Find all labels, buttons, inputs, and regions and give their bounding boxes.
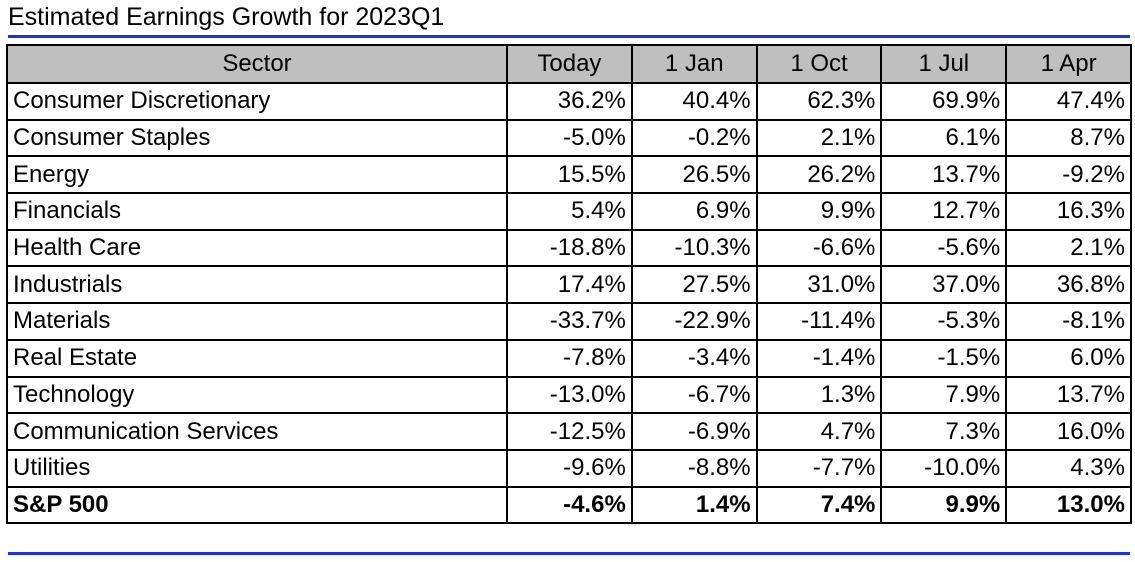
value-cell: -7.8% xyxy=(506,338,633,378)
table-row: Energy 15.5% 26.5% 26.2% 13.7% -9.2% xyxy=(6,155,1132,195)
table-row: Financials 5.4% 6.9% 9.9% 12.7% 16.3% xyxy=(6,192,1132,231)
value-cell: -9.2% xyxy=(1005,155,1132,195)
sector-cell: Financials xyxy=(6,192,508,231)
value-cell: -11.4% xyxy=(755,302,883,341)
earnings-growth-table: Sector Today 1 Jan 1 Oct 1 Jul 1 Apr Con… xyxy=(6,44,1132,525)
value-cell: 2.1% xyxy=(755,118,883,158)
header-1-apr: 1 Apr xyxy=(1005,44,1132,84)
sector-cell: Health Care xyxy=(6,228,508,268)
header-row: Sector Today 1 Jan 1 Oct 1 Jul 1 Apr xyxy=(6,44,1132,84)
header-today: Today xyxy=(506,44,633,84)
value-cell: 4.7% xyxy=(755,412,883,451)
value-cell: 8.7% xyxy=(1005,118,1132,158)
value-cell: 5.4% xyxy=(506,192,633,231)
value-cell: 7.4% xyxy=(755,485,883,525)
value-cell: 13.7% xyxy=(880,155,1008,195)
value-cell: 17.4% xyxy=(506,265,633,305)
value-cell: 16.3% xyxy=(1005,192,1132,231)
value-cell: 2.1% xyxy=(1005,228,1132,268)
total-row: S&P 500 -4.6% 1.4% 7.4% 9.9% 13.0% xyxy=(6,485,1132,525)
value-cell: 31.0% xyxy=(755,265,883,305)
value-cell: 9.9% xyxy=(755,192,883,231)
sector-cell: Real Estate xyxy=(6,338,508,378)
value-cell: 16.0% xyxy=(1005,412,1132,451)
table-row: Real Estate -7.8% -3.4% -1.4% -1.5% 6.0% xyxy=(6,338,1132,378)
value-cell: 7.3% xyxy=(880,412,1008,451)
value-cell: 6.1% xyxy=(880,118,1008,158)
value-cell: 37.0% xyxy=(880,265,1008,305)
table-row: Utilities -9.6% -8.8% -7.7% -10.0% 4.3% xyxy=(6,448,1132,488)
table-body: Consumer Discretionary 36.2% 40.4% 62.3% 69.… xyxy=(6,82,1132,525)
value-cell: 1.4% xyxy=(630,485,758,525)
value-cell: -18.8% xyxy=(506,228,633,268)
sector-cell: Utilities xyxy=(6,448,508,488)
value-cell: -10.0% xyxy=(880,448,1008,488)
value-cell: 1.3% xyxy=(755,375,883,415)
value-cell: -13.0% xyxy=(506,375,633,415)
sector-cell: Energy xyxy=(6,155,508,195)
value-cell: -6.9% xyxy=(630,412,758,451)
header-1-jan: 1 Jan xyxy=(630,44,758,84)
value-cell: -3.4% xyxy=(630,338,758,378)
value-cell: 13.7% xyxy=(1005,375,1132,415)
value-cell: 26.2% xyxy=(755,155,883,195)
value-cell: 4.3% xyxy=(1005,448,1132,488)
value-cell: -5.0% xyxy=(506,118,633,158)
value-cell: 6.0% xyxy=(1005,338,1132,378)
table-title: Estimated Earnings Growth for 2023Q1 xyxy=(8,3,445,31)
value-cell: -8.1% xyxy=(1005,302,1132,341)
value-cell: -4.6% xyxy=(506,485,633,525)
value-cell: 15.5% xyxy=(506,155,633,195)
bottom-rule xyxy=(8,552,1130,555)
table-row: Technology -13.0% -6.7% 1.3% 7.9% 13.7% xyxy=(6,375,1132,415)
value-cell: -5.6% xyxy=(880,228,1008,268)
value-cell: -10.3% xyxy=(630,228,758,268)
value-cell: 26.5% xyxy=(630,155,758,195)
value-cell: 27.5% xyxy=(630,265,758,305)
value-cell: -0.2% xyxy=(630,118,758,158)
sector-cell: Consumer Staples xyxy=(6,118,508,158)
sector-cell: S&P 500 xyxy=(6,485,508,525)
value-cell: 40.4% xyxy=(630,82,758,121)
value-cell: 62.3% xyxy=(755,82,883,121)
value-cell: -33.7% xyxy=(506,302,633,341)
value-cell: 7.9% xyxy=(880,375,1008,415)
value-cell: -5.3% xyxy=(880,302,1008,341)
value-cell: 69.9% xyxy=(880,82,1008,121)
sector-cell: Technology xyxy=(6,375,508,415)
value-cell: -6.7% xyxy=(630,375,758,415)
value-cell: 9.9% xyxy=(880,485,1008,525)
value-cell: -6.6% xyxy=(755,228,883,268)
value-cell: 36.8% xyxy=(1005,265,1132,305)
table-row: Consumer Discretionary 36.2% 40.4% 62.3% 69.… xyxy=(6,82,1132,121)
value-cell: -9.6% xyxy=(506,448,633,488)
table-row: Communication Services -12.5% -6.9% 4.7% 7.3… xyxy=(6,412,1132,451)
value-cell: 36.2% xyxy=(506,82,633,121)
table-row: Health Care -18.8% -10.3% -6.6% -5.6% 2.1% xyxy=(6,228,1132,268)
sector-cell: Materials xyxy=(6,302,508,341)
table-row: Industrials 17.4% 27.5% 31.0% 37.0% 36.8% xyxy=(6,265,1132,305)
top-rule xyxy=(8,35,1130,38)
value-cell: 6.9% xyxy=(630,192,758,231)
sector-cell: Communication Services xyxy=(6,412,508,451)
value-cell: -1.4% xyxy=(755,338,883,378)
value-cell: -7.7% xyxy=(755,448,883,488)
value-cell: -12.5% xyxy=(506,412,633,451)
table-row: Materials -33.7% -22.9% -11.4% -5.3% -8.1% xyxy=(6,302,1132,341)
value-cell: 13.0% xyxy=(1005,485,1132,525)
header-sector: Sector xyxy=(6,44,508,84)
value-cell: -22.9% xyxy=(630,302,758,341)
value-cell: 47.4% xyxy=(1005,82,1132,121)
header-1-jul: 1 Jul xyxy=(880,44,1008,84)
sector-cell: Industrials xyxy=(6,265,508,305)
value-cell: -1.5% xyxy=(880,338,1008,378)
header-1-oct: 1 Oct xyxy=(755,44,883,84)
sector-cell: Consumer Discretionary xyxy=(6,82,508,121)
value-cell: -8.8% xyxy=(630,448,758,488)
table-row: Consumer Staples -5.0% -0.2% 2.1% 6.1% 8.7% xyxy=(6,118,1132,158)
value-cell: 12.7% xyxy=(880,192,1008,231)
